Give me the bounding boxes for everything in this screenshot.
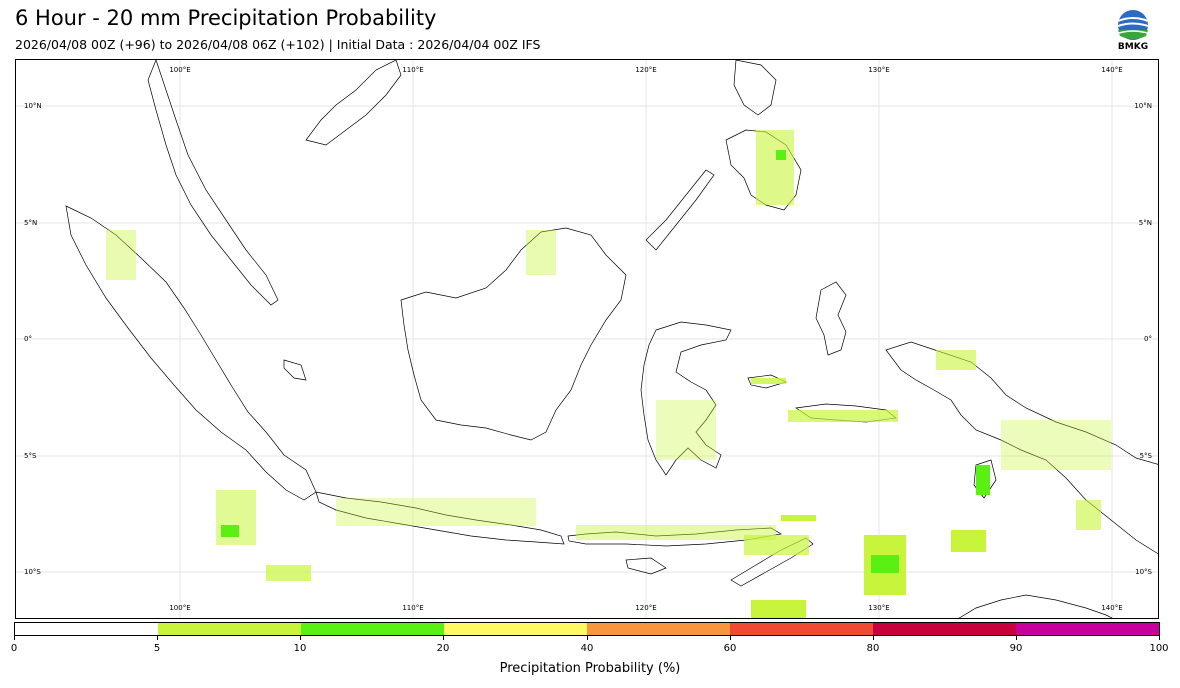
colorbar-title: Precipitation Probability (%): [499, 661, 681, 676]
colorbar-tick: [157, 636, 158, 640]
colorbar-tick: [587, 636, 588, 640]
coast-newguinea: [885, 341, 1158, 555]
lon-label-bottom: 100°E: [169, 604, 190, 612]
colorbar-tick-label: 5: [153, 643, 161, 654]
colorbar-tick-label: 10: [293, 643, 307, 654]
lon-label-bottom: 120°E: [635, 604, 656, 612]
colorbar-tick: [730, 636, 731, 640]
colorbar-tick: [14, 636, 15, 640]
coast-australia: [958, 594, 1113, 618]
lon-labels-top: 100°E 110°E 120°E 130°E 140°E: [169, 66, 1122, 74]
colorbar-segment: [301, 623, 444, 635]
colorbar-tick: [1159, 636, 1160, 640]
coast-halmahera: [815, 281, 847, 356]
lon-label-top: 110°E: [402, 66, 423, 74]
lat-labels-left: 10°N 5°N 0° 5°S 10°S: [24, 102, 42, 576]
colorbar-tick: [1016, 636, 1017, 640]
lon-label-top: 130°E: [868, 66, 889, 74]
lat-label-left: 0°: [24, 335, 32, 343]
coast-bangka: [283, 359, 307, 381]
coast-java: [315, 491, 565, 545]
lon-label-top: 100°E: [169, 66, 190, 74]
lon-labels-bottom: 100°E 110°E 120°E 130°E 140°E: [169, 604, 1122, 612]
lat-label-right: 0°: [1144, 335, 1152, 343]
logo-text: BMKG: [1117, 42, 1149, 52]
coast-sumba: [625, 557, 667, 575]
precipitation-map: 100°E 110°E 120°E 130°E 140°E 100°E 110°…: [15, 59, 1159, 619]
colorbar-tick-label: 90: [1009, 643, 1023, 654]
lon-label-bottom: 130°E: [868, 604, 889, 612]
map-canvas: 100°E 110°E 120°E 130°E 140°E 100°E 110°…: [16, 60, 1158, 618]
chart-title: 6 Hour - 20 mm Precipitation Probability: [15, 6, 437, 30]
lat-label-left: 5°N: [24, 219, 37, 227]
coast-timor: [730, 537, 814, 587]
colorbar-tick: [443, 636, 444, 640]
lat-labels-right: 10°N 5°N 0° 5°S 10°S: [1134, 102, 1152, 576]
colorbar-segment: [1016, 623, 1159, 635]
map-gridlines: [16, 60, 1158, 618]
precip-patches: [106, 130, 1111, 618]
bmkg-logo: BMKG: [1112, 8, 1154, 56]
chart-subtitle: 2026/04/08 00Z (+96) to 2026/04/08 06Z (…: [15, 37, 541, 52]
colorbar: [14, 622, 1160, 636]
colorbar-segment: [730, 623, 873, 635]
coast-luzon: [733, 60, 777, 116]
lon-label-top: 120°E: [635, 66, 656, 74]
colorbar-tick-label: 0: [10, 643, 18, 654]
colorbar-tick-label: 40: [580, 643, 594, 654]
coast-borneo: [400, 227, 627, 441]
colorbar-segment: [158, 623, 301, 635]
colorbar-tick-label: 100: [1149, 643, 1169, 654]
coast-buru: [747, 374, 787, 389]
lat-label-right: 10°N: [1134, 102, 1152, 110]
lat-label-left: 10°S: [24, 568, 41, 576]
lon-label-bottom: 110°E: [402, 604, 423, 612]
lon-label-bottom: 140°E: [1101, 604, 1122, 612]
colorbar-tick: [300, 636, 301, 640]
lat-label-right: 10°S: [1135, 568, 1152, 576]
lat-label-left: 5°S: [24, 452, 37, 460]
colorbar-segment: [587, 623, 730, 635]
coast-indochina: [305, 60, 402, 146]
coast-nusatenggara: [567, 527, 782, 547]
bmkg-logo-icon: [1117, 10, 1149, 40]
colorbar-tick-label: 60: [723, 643, 737, 654]
colorbar-tick: [873, 636, 874, 640]
colorbar-segment: [15, 623, 158, 635]
coast-malaypeninsula: [147, 60, 279, 306]
colorbar-segment: [873, 623, 1016, 635]
lon-label-top: 140°E: [1101, 66, 1122, 74]
lat-label-right: 5°S: [1140, 452, 1153, 460]
lat-label-left: 10°N: [24, 102, 42, 110]
colorbar-tick-label: 80: [866, 643, 880, 654]
lat-label-right: 5°N: [1139, 219, 1152, 227]
coast-sulawesi: [640, 321, 732, 476]
colorbar-segment: [444, 623, 587, 635]
colorbar-tick-label: 20: [436, 643, 450, 654]
coast-palawan: [645, 169, 715, 251]
